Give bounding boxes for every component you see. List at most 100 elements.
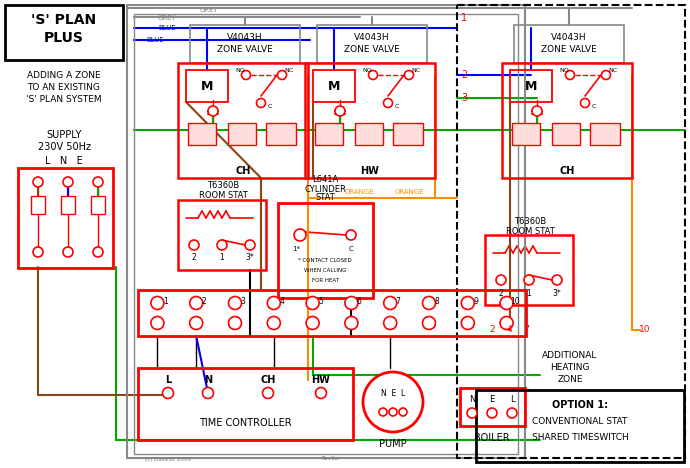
Circle shape bbox=[306, 316, 319, 329]
Circle shape bbox=[467, 408, 477, 418]
Text: 3: 3 bbox=[241, 297, 246, 306]
Bar bbox=[228, 123, 256, 145]
Text: ROOM STAT: ROOM STAT bbox=[506, 227, 554, 235]
Text: (c) Dave92 2009: (c) Dave92 2009 bbox=[145, 456, 191, 461]
Text: ADDING A ZONE: ADDING A ZONE bbox=[27, 72, 101, 80]
Circle shape bbox=[500, 297, 513, 309]
Bar bbox=[355, 123, 383, 145]
Circle shape bbox=[422, 297, 435, 309]
Text: 'S' PLAN SYSTEM: 'S' PLAN SYSTEM bbox=[26, 95, 102, 104]
Text: 4: 4 bbox=[279, 297, 284, 306]
Text: 'S' PLAN: 'S' PLAN bbox=[32, 13, 97, 27]
Circle shape bbox=[93, 247, 103, 257]
Bar bbox=[305, 63, 435, 178]
Bar bbox=[278, 203, 373, 298]
Circle shape bbox=[487, 408, 497, 418]
Text: Rev1a: Rev1a bbox=[322, 456, 339, 461]
Bar bbox=[138, 290, 526, 336]
Circle shape bbox=[63, 247, 73, 257]
Text: 10: 10 bbox=[639, 326, 651, 335]
Text: C: C bbox=[592, 103, 596, 109]
Bar bbox=[460, 388, 525, 426]
Bar bbox=[512, 123, 540, 145]
Text: 1: 1 bbox=[461, 13, 467, 23]
Text: PLUS: PLUS bbox=[44, 31, 84, 45]
Circle shape bbox=[202, 388, 213, 398]
Circle shape bbox=[384, 98, 393, 108]
Text: L: L bbox=[510, 395, 514, 404]
Bar bbox=[31, 196, 45, 214]
Text: ADDITIONAL: ADDITIONAL bbox=[542, 351, 598, 359]
Bar bbox=[127, 5, 525, 458]
Text: STAT: STAT bbox=[315, 193, 335, 203]
Text: GREY: GREY bbox=[158, 15, 177, 21]
Text: V4043H: V4043H bbox=[227, 34, 263, 43]
Circle shape bbox=[294, 229, 306, 241]
Text: C: C bbox=[395, 103, 400, 109]
Circle shape bbox=[267, 316, 280, 329]
Circle shape bbox=[399, 408, 407, 416]
Text: NC: NC bbox=[609, 68, 618, 73]
Circle shape bbox=[507, 408, 517, 418]
Circle shape bbox=[462, 297, 474, 309]
Bar bbox=[138, 368, 353, 440]
Text: 9: 9 bbox=[473, 297, 478, 306]
Text: NC: NC bbox=[411, 68, 421, 73]
Text: 2: 2 bbox=[461, 70, 467, 80]
Text: ZONE: ZONE bbox=[558, 374, 583, 383]
Circle shape bbox=[500, 316, 513, 329]
Text: 2    4    7: 2 4 7 bbox=[490, 326, 530, 335]
Circle shape bbox=[151, 297, 164, 309]
Circle shape bbox=[602, 71, 611, 80]
Circle shape bbox=[189, 240, 199, 250]
Bar bbox=[317, 25, 427, 63]
Bar bbox=[186, 70, 228, 102]
Bar bbox=[315, 123, 343, 145]
Bar bbox=[188, 123, 216, 145]
Text: 7: 7 bbox=[396, 297, 401, 306]
Text: 10: 10 bbox=[510, 297, 520, 306]
Circle shape bbox=[368, 71, 377, 80]
Text: N: N bbox=[204, 375, 212, 385]
Circle shape bbox=[63, 177, 73, 187]
Circle shape bbox=[404, 71, 413, 80]
Circle shape bbox=[208, 106, 218, 116]
Bar bbox=[91, 196, 105, 214]
Text: L: L bbox=[165, 375, 171, 385]
Text: TO AN EXISTING: TO AN EXISTING bbox=[28, 83, 101, 93]
Bar bbox=[190, 25, 300, 63]
Text: 3*: 3* bbox=[553, 288, 562, 298]
Text: 6: 6 bbox=[357, 297, 362, 306]
Bar bbox=[178, 200, 266, 270]
Text: N  E  L: N E L bbox=[381, 389, 405, 398]
Text: L   N   E: L N E bbox=[45, 156, 83, 166]
Bar bbox=[134, 14, 518, 454]
Circle shape bbox=[335, 106, 345, 116]
Text: C: C bbox=[268, 103, 272, 109]
Text: ORANGE: ORANGE bbox=[395, 189, 424, 195]
Circle shape bbox=[93, 177, 103, 187]
Bar bbox=[514, 25, 624, 63]
Text: C: C bbox=[348, 246, 353, 252]
Text: NO: NO bbox=[559, 68, 569, 73]
Circle shape bbox=[566, 71, 575, 80]
Circle shape bbox=[384, 316, 397, 329]
Circle shape bbox=[462, 316, 474, 329]
Bar bbox=[510, 70, 552, 102]
Circle shape bbox=[524, 275, 534, 285]
Text: PUMP: PUMP bbox=[380, 439, 407, 449]
Bar bbox=[476, 390, 684, 462]
Circle shape bbox=[245, 240, 255, 250]
Text: T6360B: T6360B bbox=[514, 217, 546, 226]
Text: OPTION 1:: OPTION 1: bbox=[552, 400, 608, 410]
Circle shape bbox=[306, 297, 319, 309]
Circle shape bbox=[190, 297, 203, 309]
Text: NO: NO bbox=[362, 68, 372, 73]
Text: 5: 5 bbox=[318, 297, 323, 306]
Circle shape bbox=[580, 98, 589, 108]
Bar bbox=[266, 123, 296, 145]
Text: BLUE: BLUE bbox=[158, 25, 176, 31]
Circle shape bbox=[217, 240, 227, 250]
Circle shape bbox=[363, 372, 423, 432]
Text: 2: 2 bbox=[499, 288, 504, 298]
